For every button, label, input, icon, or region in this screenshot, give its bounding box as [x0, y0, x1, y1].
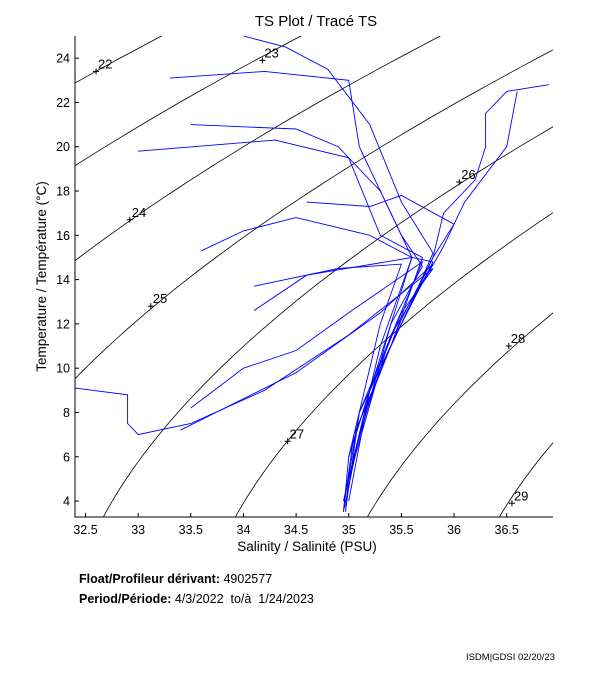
contour-marker-29	[508, 500, 515, 507]
y-tick-label: 22	[56, 96, 70, 110]
x-tick-label: 36	[447, 523, 461, 537]
contour-label-24: 24	[132, 205, 146, 220]
y-tick-label: 20	[56, 140, 70, 154]
contour-marker-23	[259, 57, 266, 64]
profile-line-12	[306, 194, 455, 502]
axes-frame	[74, 36, 553, 518]
profiles	[75, 36, 549, 513]
period-label: Period/Période:	[79, 592, 172, 606]
density-contour-24	[75, 36, 442, 262]
density-contour-28	[366, 312, 553, 517]
x-tick-label: 35	[342, 523, 356, 537]
x-tick-label: 35.5	[389, 523, 413, 537]
profile-line-7	[253, 256, 413, 480]
x-axis-label: Salinity / Salinité (PSU)	[237, 539, 377, 554]
density-contour-22	[75, 36, 163, 84]
profile-line-11	[190, 124, 423, 457]
density-contour-27	[234, 212, 553, 517]
y-tick-label: 10	[56, 362, 70, 376]
x-tick-label: 32.5	[73, 523, 97, 537]
profile-line-1	[169, 70, 434, 513]
float-label: Float/Profileur dérivant:	[79, 572, 220, 586]
contour-marker-25	[147, 303, 154, 310]
profile-line-6	[190, 260, 424, 502]
density-contour-26	[102, 126, 553, 517]
y-tick-label: 16	[56, 229, 70, 243]
contour-label-25: 25	[153, 291, 167, 306]
profile-line-5	[180, 263, 434, 508]
profile-line-10	[201, 217, 413, 457]
contour-label-22: 22	[98, 56, 112, 71]
density-contour-29	[498, 442, 553, 517]
contour-marker-28	[505, 343, 512, 350]
contour-marker-24	[126, 216, 133, 223]
period-value: 4/3/2022 to/à 1/24/2023	[174, 592, 314, 606]
y-tick-label: 8	[63, 406, 70, 420]
contour-marker-27	[284, 438, 291, 445]
y-tick-label: 24	[56, 52, 70, 66]
y-tick-label: 14	[56, 273, 70, 287]
y-axis-label: Temperature / Température (°C)	[34, 181, 49, 371]
contour-label-23: 23	[264, 45, 278, 60]
profile-line-4	[75, 268, 434, 502]
x-tick-label: 33	[131, 523, 145, 537]
profile-line-3	[243, 36, 434, 513]
density-contour-23	[75, 36, 302, 167]
contour-label-27: 27	[290, 426, 304, 441]
contour-label-26: 26	[461, 167, 475, 182]
profile-line-9	[343, 91, 518, 502]
chart-title: TS Plot / Tracé TS	[255, 13, 377, 30]
x-tick-label: 33.5	[179, 523, 203, 537]
x-tick-label: 36.5	[495, 523, 519, 537]
profile-line-13	[253, 263, 403, 457]
profile-line-8	[345, 84, 549, 510]
credit-text: ISDM|GDSI 02/20/23	[465, 652, 555, 663]
float-info: Float/Profileur dérivant: 4902577	[79, 572, 272, 586]
y-tick-label: 18	[56, 185, 70, 199]
contour-label-29: 29	[514, 488, 528, 503]
contour-marker-22	[93, 68, 100, 75]
period-info: Period/Période: 4/3/2022 to/à 1/24/2023	[79, 592, 314, 606]
density-contour-25	[75, 49, 553, 380]
y-tick-label: 4	[63, 495, 70, 509]
x-tick-label: 34	[237, 523, 251, 537]
contour-marker-26	[456, 179, 463, 186]
density-contours	[75, 36, 553, 517]
contour-label-28: 28	[511, 331, 525, 346]
y-tick-label: 12	[56, 317, 70, 331]
float-id: 4902577	[223, 572, 273, 586]
y-tick-label: 6	[63, 450, 70, 464]
x-tick-label: 34.5	[284, 523, 308, 537]
